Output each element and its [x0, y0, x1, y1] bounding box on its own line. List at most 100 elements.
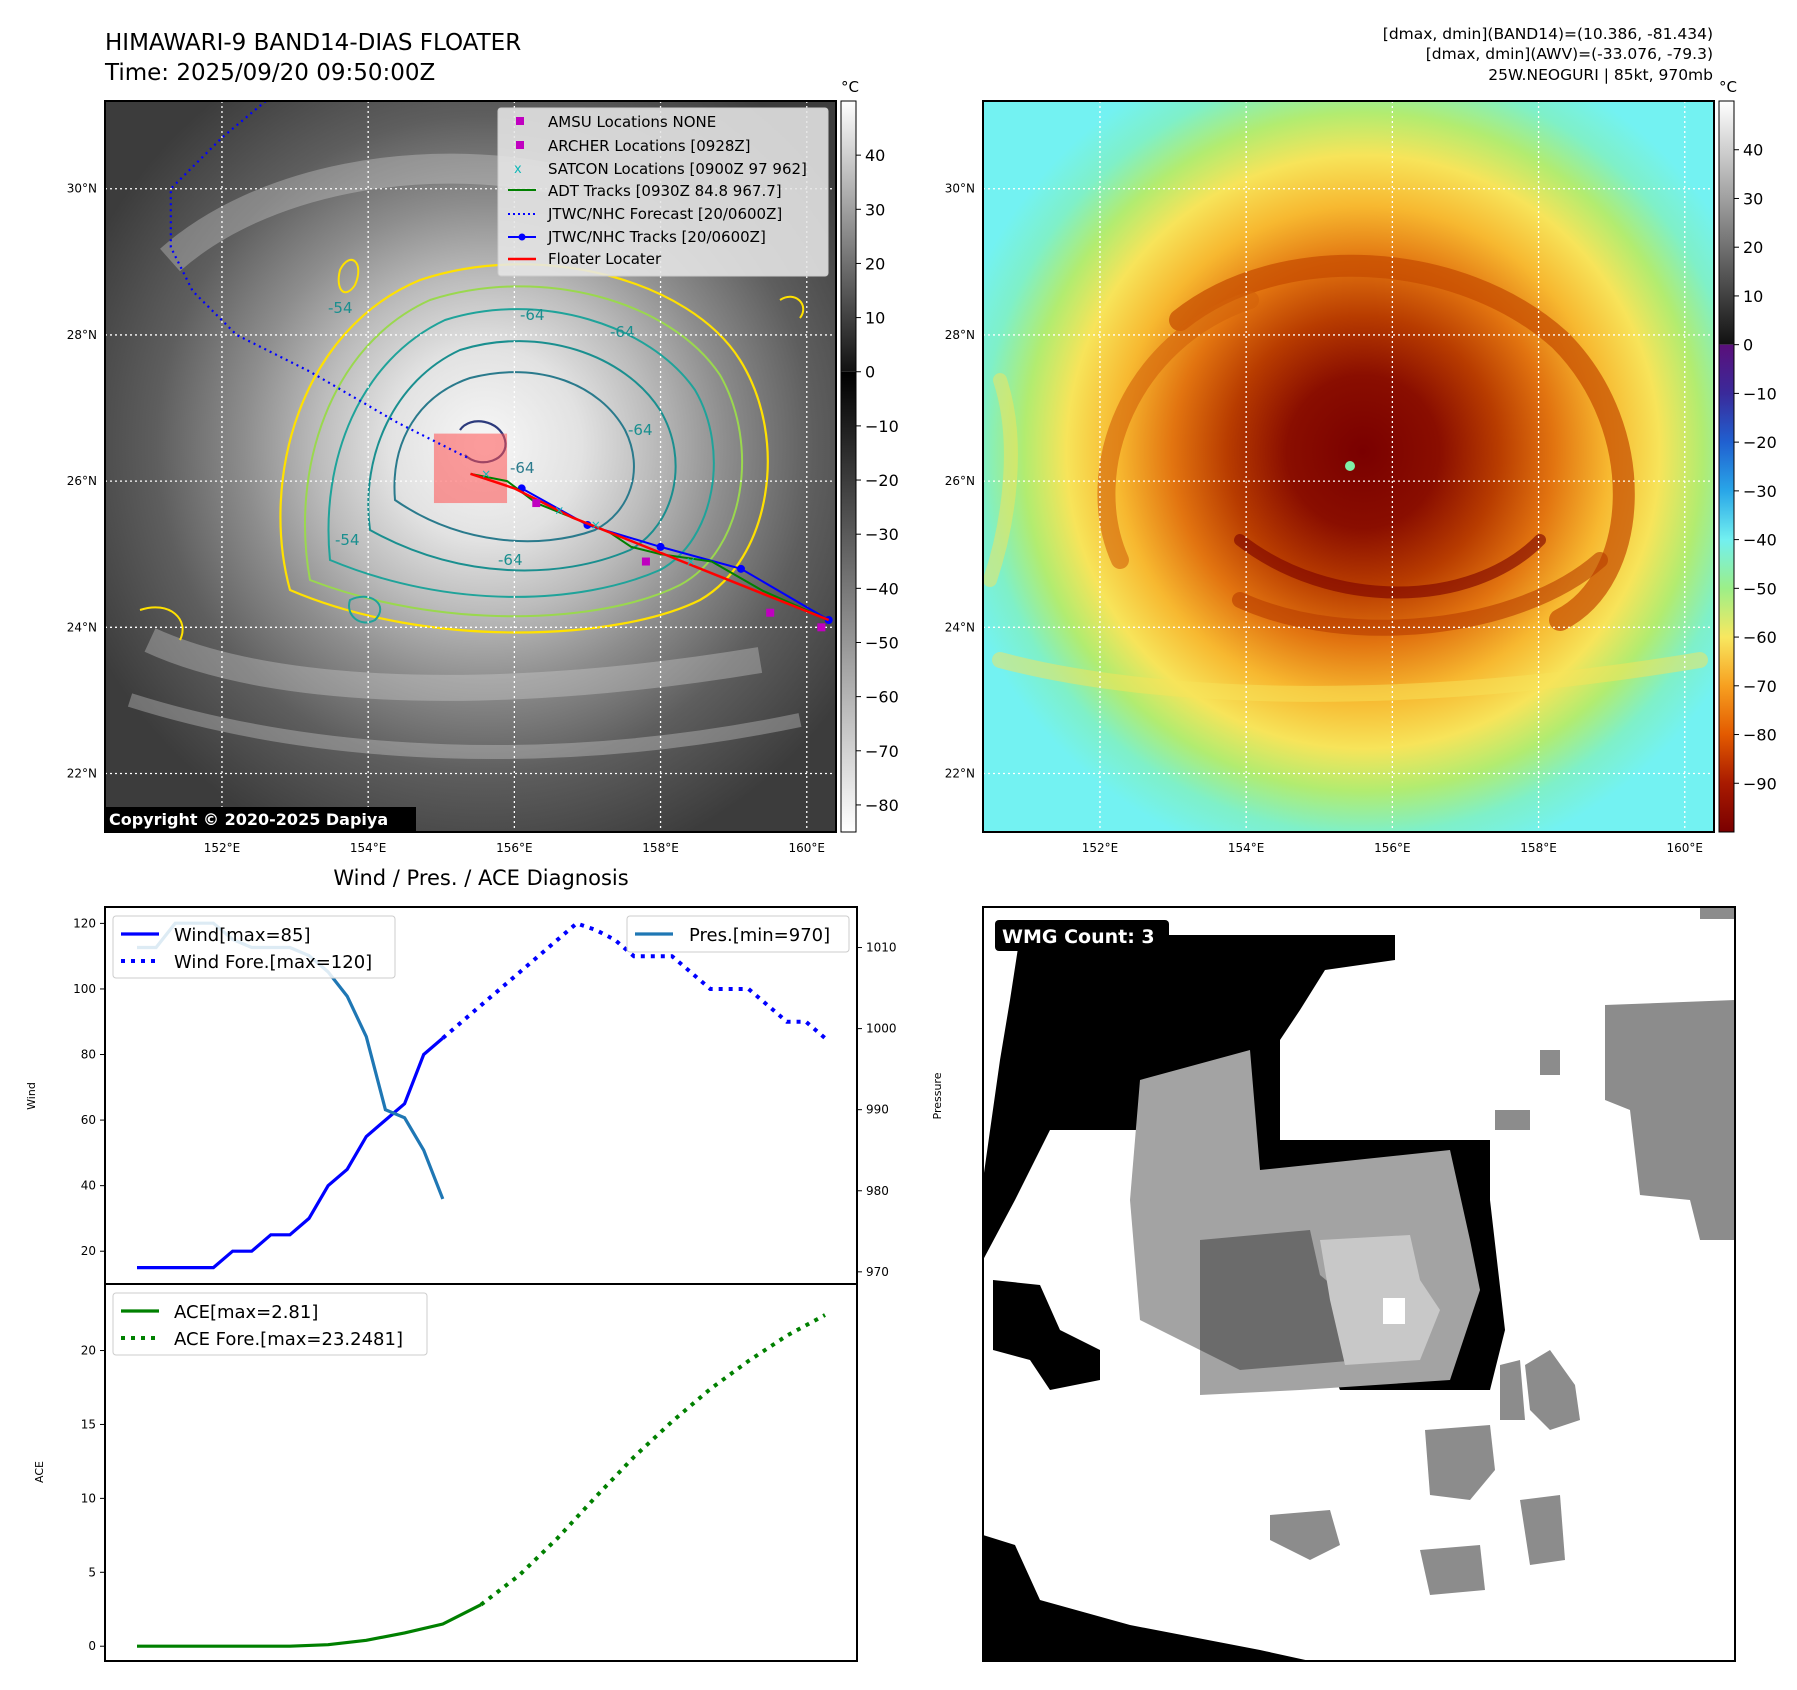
awv-colorbar-ticks: 40 30 20 10 0 −10 −20 −30 −40 −50 −60 −70 −80 −90	[1734, 141, 1777, 793]
wmg-count-label: WMG Count: 3	[1002, 926, 1155, 948]
colorbar-tick-label: 30	[1743, 189, 1763, 208]
stats-band14: [dmax, dmin](BAND14)=(10.386, -81.434)	[1383, 25, 1713, 43]
colorbar-tick-label: −20	[1743, 433, 1777, 452]
ace-legend: ACE[max=2.81] ACE Fore.[max=23.2481]	[112, 1292, 428, 1356]
archer-location	[641, 557, 650, 566]
colorbar-tick-label: −10	[1743, 384, 1777, 403]
wmg-blocks	[983, 907, 1735, 1661]
legend-label-archer: ARCHER Locations [0928Z]	[548, 137, 751, 155]
colorbar-tick-label: −40	[865, 579, 899, 598]
ir-contour-labels: -64 -64 -64 -64 -54 -54 -64	[328, 299, 653, 569]
colorbar-tick-label: −40	[1743, 531, 1777, 550]
lon-tick-label: 158°E	[1520, 841, 1557, 855]
contour-label: -54	[335, 531, 360, 549]
ir-colorbar-ticks: 40 30 20 10 0 −10 −20 −30 −40 −50 −60 −70 −80	[856, 146, 899, 815]
satcon-location: ×	[686, 555, 696, 569]
awv-eye	[1345, 461, 1355, 471]
ace-tick-label: 15	[81, 1417, 96, 1431]
jtwc-track-point	[736, 564, 745, 573]
pressure-tick-label: 990	[866, 1103, 889, 1117]
wmg-gray-blob-2	[1500, 1360, 1525, 1420]
lat-tick-label: 30°N	[67, 182, 97, 196]
wind-tick-label: 80	[81, 1048, 96, 1062]
lat-tick-label: 24°N	[945, 620, 975, 634]
colorbar-tick-label: −70	[1743, 677, 1777, 696]
map-legend: x AMSU Locations NONE ARCHER Locations […	[497, 107, 829, 277]
lat-tick-label: 22°N	[945, 767, 975, 781]
ir-colorbar: °C 40 30 20 10 0 −10 −20 −30 −40 −50 −60 −70 −80	[840, 78, 899, 833]
archer-location	[532, 499, 541, 508]
colorbar-tick-label: 30	[865, 200, 885, 219]
copyright-badge	[105, 807, 416, 832]
colorbar-tick-label: 0	[1743, 336, 1753, 355]
wmg-gray-blob-8	[1495, 1110, 1530, 1130]
colorbar-tick-label: 10	[865, 309, 885, 328]
wmg-black-corner	[983, 1535, 1310, 1661]
legend-label-jtwc: JTWC/NHC Tracks [20/0600Z]	[547, 228, 766, 246]
lon-tick-label: 158°E	[642, 841, 679, 855]
ace-tick-label: 20	[81, 1344, 96, 1358]
satcon-location: ×	[554, 503, 564, 517]
ace-legend-label: ACE[max=2.81]	[174, 1302, 318, 1323]
awv-colorbar-frame	[1718, 100, 1735, 833]
lon-tick-label: 152°E	[1082, 841, 1119, 855]
awv-colorbar: °C 40 30 20 10 0 −10 −20 −30 −40 −50 −60 −70 −80 −90	[1718, 78, 1777, 833]
wind-fore-legend-label: Wind Fore.[max=120]	[174, 952, 372, 973]
wind-tick-label: 100	[73, 982, 96, 996]
pressure-legend-label: Pres.[min=970]	[689, 925, 830, 946]
colorbar-tick-label: 0	[865, 363, 875, 382]
colorbar-tick-label: 20	[865, 254, 885, 273]
figure-title: HIMAWARI-9 BAND14-DIAS FLOATER	[105, 30, 521, 56]
legend-marker-amsu	[516, 117, 524, 125]
awv-colorbar-unit: °C	[1719, 78, 1737, 96]
colorbar-tick-label: 20	[1743, 238, 1763, 257]
ace-tick-label: 0	[88, 1639, 96, 1653]
lon-tick-label: 154°E	[1228, 841, 1265, 855]
colorbar-tick-label: −30	[865, 525, 899, 544]
pressure-tick-label: 970	[866, 1265, 889, 1279]
legend-label-forecast: JTWC/NHC Forecast [20/0600Z]	[547, 205, 782, 223]
archer-location	[766, 608, 775, 617]
wind-tick-label: 60	[81, 1113, 96, 1127]
colorbar-tick-label: −90	[1743, 774, 1777, 793]
wind-y-ticks: 20 40 60 80 100 120	[73, 916, 105, 1258]
wmg-gray-blob-3	[1520, 1495, 1565, 1565]
wind-legend-box	[112, 915, 396, 979]
lon-tick-label: 160°E	[789, 841, 826, 855]
colorbar-tick-label: −10	[865, 417, 899, 436]
wind-tick-label: 120	[73, 916, 96, 930]
lat-tick-label: 26°N	[945, 474, 975, 488]
wmg-panel: WMG Count: 3	[982, 906, 1736, 1662]
legend-marker-satcon: x	[514, 162, 522, 177]
wmg-gray-blob-1	[1525, 1350, 1580, 1430]
lon-tick-label: 154°E	[350, 841, 387, 855]
archer-locations	[532, 499, 826, 632]
colorbar-tick-label: −80	[865, 796, 899, 815]
satcon-location: ×	[481, 467, 491, 481]
contour-label: -64	[498, 551, 523, 569]
ir-colorbar-gray	[841, 371, 856, 832]
ir-frame	[104, 100, 837, 833]
ir-colorbar-unit: °C	[841, 78, 859, 96]
lat-tick-label: 22°N	[67, 767, 97, 781]
wmg-gray-core	[1320, 1235, 1440, 1365]
colorbar-tick-label: 40	[1743, 141, 1763, 160]
wind-observed-line	[137, 1036, 444, 1270]
lat-tick-label: 30°N	[945, 182, 975, 196]
pressure-tick-label: 1010	[866, 941, 897, 955]
colorbar-tick-label: −70	[865, 742, 899, 761]
contour-label: -54	[328, 299, 353, 317]
ir-colorbar-black	[841, 101, 856, 372]
contour-label: -64	[628, 421, 653, 439]
ace-y-label: ACE	[33, 1461, 46, 1483]
lat-tick-label: 24°N	[67, 620, 97, 634]
wind-tick-label: 40	[81, 1179, 96, 1193]
colorbar-tick-label: −50	[1743, 579, 1777, 598]
awv-axis-ticks: 152°E 154°E 156°E 158°E 160°E 22°N 24°N 26°N 28°…	[945, 182, 1703, 855]
legend-dot-jtwc	[518, 233, 526, 241]
wmg-black-left	[993, 1280, 1100, 1390]
colorbar-tick-label: −20	[865, 471, 899, 490]
awv-gridlines	[983, 101, 1714, 832]
contour-label: -64	[610, 323, 635, 341]
lat-tick-label: 26°N	[67, 474, 97, 488]
